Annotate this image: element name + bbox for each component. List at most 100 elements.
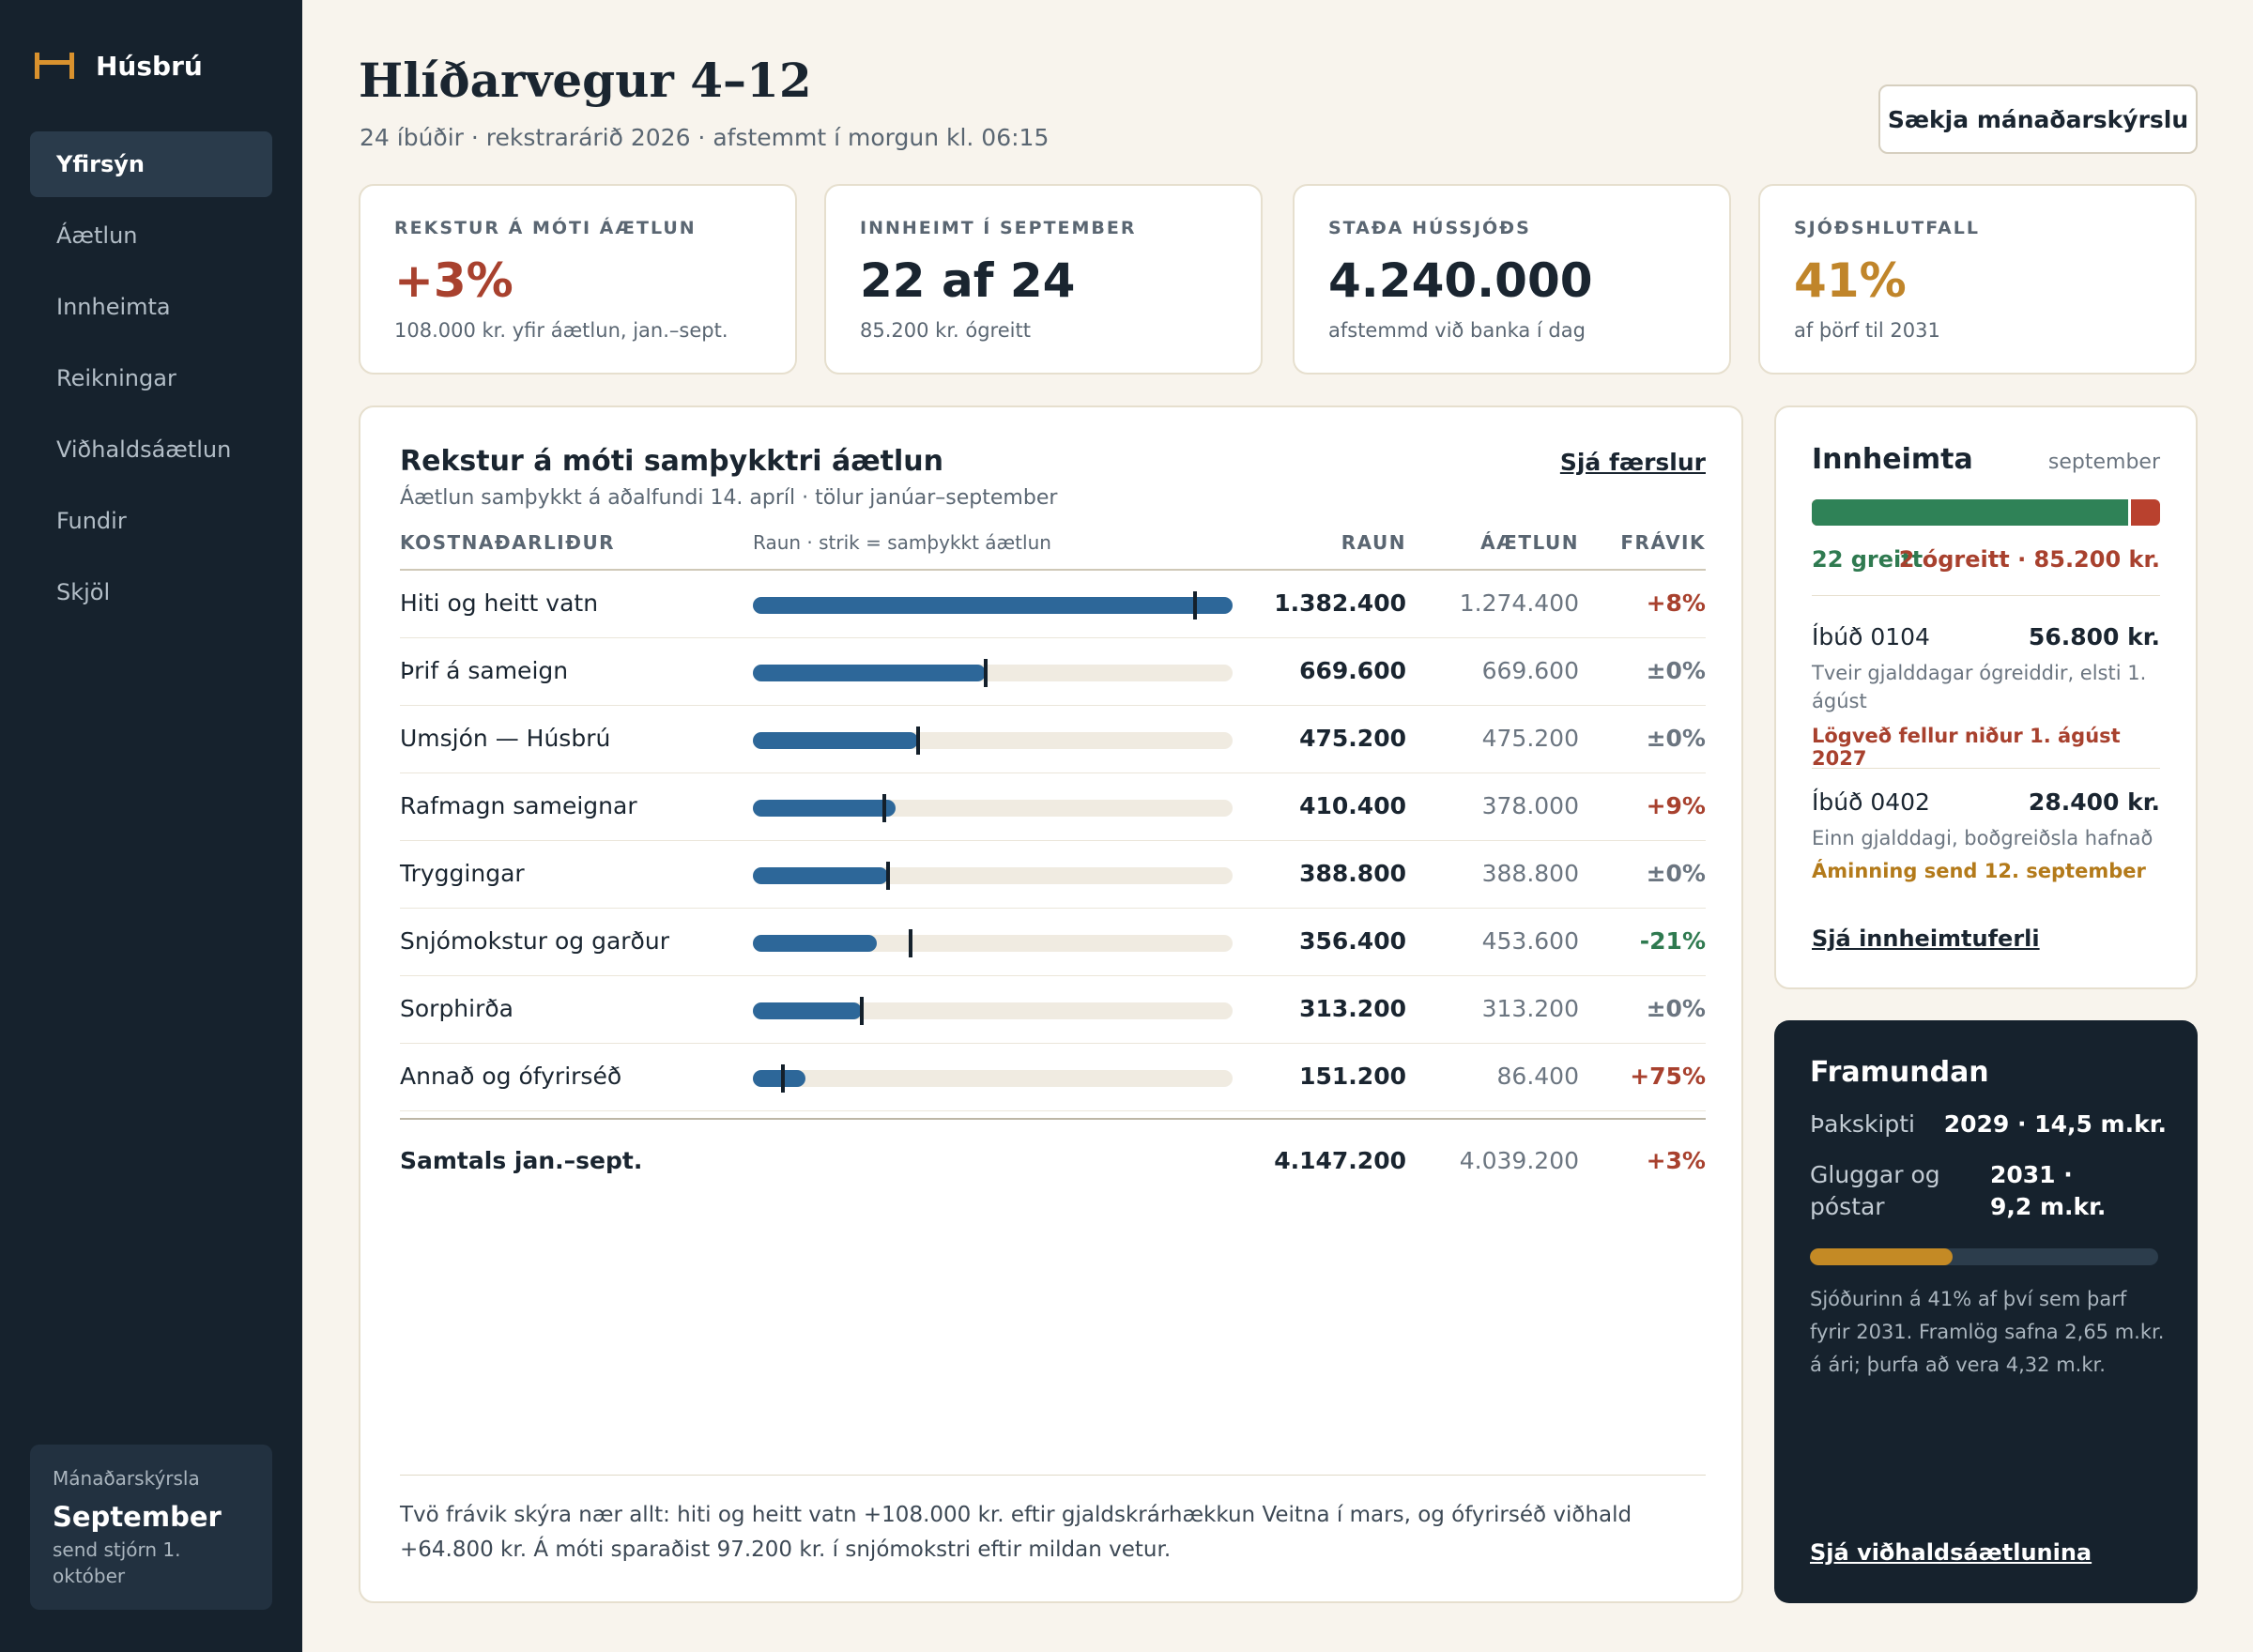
brand-name: Húsbrú	[96, 50, 203, 82]
budget-row[interactable]: Tryggingar 388.800 388.800 ±0%	[400, 841, 1706, 909]
actual-bar	[753, 597, 1233, 614]
budget-row[interactable]: Þrif á sameign 669.600 669.600 ±0%	[400, 638, 1706, 706]
bar-track	[753, 862, 1233, 890]
unit-name: Íbúð 0104	[1812, 623, 1930, 650]
note-divider	[400, 1475, 1706, 1476]
upcoming-title: Framundan	[1810, 1056, 1989, 1089]
sidebar-item-meetings[interactable]: Fundir	[56, 508, 127, 534]
actual-bar	[753, 732, 918, 749]
monthly-report-card[interactable]: Mánaðarskýrsla September send stjórn 1. …	[30, 1445, 272, 1610]
sidebar-item-documents[interactable]: Skjöl	[56, 579, 111, 605]
sidebar-item-budget[interactable]: Áætlun	[56, 222, 138, 249]
budget-title: Rekstur á móti samþykktri áætlun	[400, 445, 943, 478]
sidebar-item-maintenance[interactable]: Viðhaldsáætlun	[56, 436, 232, 463]
budget-row[interactable]: Sorphirða 313.200 313.200 ±0%	[400, 976, 1706, 1044]
column-header-actual: RAUN	[1341, 531, 1406, 554]
kpi-collected: INNHEIMT Í SEPTEMBER 22 af 24 85.200 kr.…	[824, 184, 1263, 375]
upcoming-item-value: 2029 · 14,5 m.kr.	[1943, 1110, 2167, 1138]
view-collection-process-link[interactable]: Sjá innheimtuferli	[1812, 925, 2040, 952]
plan-marker	[886, 862, 890, 890]
total-deviation: +3%	[1646, 1147, 1706, 1174]
report-card-month: September	[53, 1501, 222, 1533]
row-deviation: ±0%	[1646, 995, 1706, 1022]
unit-item[interactable]: Íbúð 0104 56.800 kr. Tveir gjalddagar óg…	[1812, 623, 2160, 770]
row-plan: 388.800	[1481, 860, 1579, 887]
brand[interactable]: Húsbrú	[32, 49, 203, 83]
sidebar-item-invoices[interactable]: Reikningar	[56, 365, 176, 391]
upcoming-panel: Framundan Þakskipti 2029 · 14,5 m.kr. Gl…	[1774, 1020, 2198, 1603]
kpi-sub: afstemmd við banka í dag	[1328, 319, 1586, 342]
budget-row[interactable]: Umsjón — Húsbrú 475.200 475.200 ±0%	[400, 706, 1706, 773]
unit-warning: Áminning send 12. september	[1812, 860, 2146, 882]
unit-amount: 56.800 kr.	[2028, 623, 2160, 650]
upcoming-item-label: Gluggar og póstar	[1810, 1161, 1940, 1220]
plan-marker	[1193, 591, 1197, 620]
kpi-value: 22 af 24	[860, 253, 1076, 308]
plan-marker	[909, 929, 912, 957]
collection-divider	[1812, 595, 2160, 596]
column-header-item: KOSTNAÐARLIÐUR	[400, 531, 616, 554]
sidebar-item-overview[interactable]: Yfirsýn	[30, 131, 272, 197]
row-plan: 669.600	[1481, 657, 1579, 684]
row-deviation: +75%	[1630, 1063, 1706, 1090]
column-header-plan: ÁÆTLUN	[1480, 531, 1579, 554]
sidebar-item-collection[interactable]: Innheimta	[56, 294, 171, 320]
upcoming-note: Sjóðurinn á 41% af því sem þarf fyrir 20…	[1810, 1288, 2165, 1376]
plan-marker	[781, 1064, 785, 1093]
row-label: Þrif á sameign	[400, 657, 569, 684]
budget-row[interactable]: Annað og ófyrirséð 151.200 86.400 +75%	[400, 1044, 1706, 1111]
actual-bar	[753, 867, 888, 884]
kpi-fund-ratio: SJÓÐSHLUTFALL 41% af þörf til 2031	[1758, 184, 2197, 375]
actual-bar	[753, 935, 877, 952]
view-transactions-link[interactable]: Sjá færslur	[1559, 449, 1706, 476]
row-label: Snjómokstur og garður	[400, 927, 669, 955]
row-actual: 410.400	[1299, 792, 1406, 819]
row-label: Rafmagn sameignar	[400, 792, 637, 819]
row-plan: 1.274.400	[1459, 589, 1579, 617]
report-card-sub: send stjórn 1. október	[53, 1538, 181, 1587]
download-report-button[interactable]: Sækja mánaðarskýrslu	[1878, 84, 2198, 154]
unit-description: Einn gjalddagi, boðgreiðsla hafnað	[1812, 827, 2153, 849]
row-deviation: ±0%	[1646, 860, 1706, 887]
header-divider	[400, 569, 1706, 571]
kpi-label: REKSTUR Á MÓTI ÁÆTLUN	[394, 218, 697, 238]
kpi-label: INNHEIMT Í SEPTEMBER	[860, 218, 1137, 238]
bar-track	[753, 591, 1233, 620]
budget-row[interactable]: Hiti og heitt vatn 1.382.400 1.274.400 +8%	[400, 571, 1706, 638]
actual-bar	[753, 1002, 862, 1019]
unit-item[interactable]: Íbúð 0402 28.400 kr. Einn gjalddagi, boð…	[1812, 788, 2160, 892]
row-deviation: ±0%	[1646, 657, 1706, 684]
row-label: Hiti og heitt vatn	[400, 589, 599, 617]
total-label: Samtals jan.–sept.	[400, 1147, 643, 1174]
budget-row[interactable]: Rafmagn sameignar 410.400 378.000 +9%	[400, 773, 1706, 841]
bar-track	[753, 727, 1233, 755]
row-actual: 356.400	[1299, 927, 1406, 955]
column-header-deviation: FRÁVIK	[1620, 531, 1706, 554]
upcoming-item-value: 2031 · 9,2 m.kr.	[1990, 1161, 2107, 1220]
row-actual: 388.800	[1299, 860, 1406, 887]
kpi-fund-balance: STAÐA HÚSSJÓÐS 4.240.000 afstemmd við ba…	[1293, 184, 1731, 375]
row-label: Umsjón — Húsbrú	[400, 725, 611, 752]
total-row: Samtals jan.–sept. 4.147.200 4.039.200 +…	[400, 1138, 1706, 1185]
actual-bar	[753, 800, 896, 817]
total-actual: 4.147.200	[1274, 1147, 1406, 1174]
kpi-sub: af þörf til 2031	[1794, 319, 1940, 342]
bridge-icon	[35, 53, 74, 79]
upcoming-item-label: Þakskipti	[1810, 1110, 1915, 1138]
row-deviation: -21%	[1639, 927, 1706, 955]
fund-progress-bar	[1810, 1248, 2158, 1265]
plan-marker	[882, 794, 886, 822]
bar-track	[753, 794, 1233, 822]
view-maintenance-plan-link[interactable]: Sjá viðhaldsáætlunina	[1810, 1539, 2092, 1566]
report-card-label: Mánaðarskýrsla	[53, 1467, 200, 1490]
bar-track	[753, 1064, 1233, 1093]
row-deviation: +8%	[1646, 589, 1706, 617]
unit-amount: 28.400 kr.	[2028, 788, 2160, 816]
collection-month: september	[2047, 451, 2160, 474]
row-label: Sorphirða	[400, 995, 513, 1022]
budget-row[interactable]: Snjómokstur og garður 356.400 453.600 -21%	[400, 909, 1706, 976]
collection-panel: Innheimta september 22 greitt 2 ógreitt …	[1774, 405, 2198, 989]
collection-divider	[1812, 768, 2160, 769]
kpi-value: +3%	[394, 253, 513, 308]
row-actual: 669.600	[1299, 657, 1406, 684]
